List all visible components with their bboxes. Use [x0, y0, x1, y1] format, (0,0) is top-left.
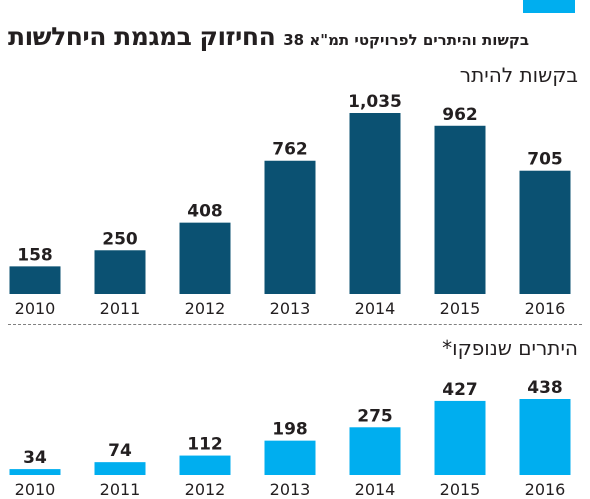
requests-value-label-2013: 762 [272, 140, 308, 160]
requests-tick-label-2016: 2016 [525, 299, 566, 318]
permits-value-label-2014: 275 [357, 406, 393, 426]
section-divider [8, 324, 582, 325]
accent-bar [523, 0, 575, 13]
header: החיזוק במגמת היחלשות בקשות והיתרים לפרוי… [8, 22, 582, 58]
requests-tick-label-2012: 2012 [185, 299, 226, 318]
requests-chart: 158 2010 250 2011 408 2012 762 2013 1,035 2014 962… [9, 92, 571, 318]
permits-value-label-2013: 198 [272, 420, 308, 440]
requests-bar-2014 [349, 113, 401, 294]
permits-bar-2013 [264, 440, 316, 475]
requests-value-label-2011: 250 [102, 229, 138, 249]
requests-bar-2011 [94, 250, 146, 294]
permits-tick-label-2014: 2014 [355, 480, 396, 499]
permits-value-label-2015: 427 [442, 380, 478, 400]
requests-bar-2010 [9, 266, 61, 294]
permits-tick-label-2013: 2013 [270, 480, 311, 499]
permits-tick-label-2016: 2016 [525, 480, 566, 499]
permits-tick-label-2012: 2012 [185, 480, 226, 499]
permits-tick-label-2011: 2011 [100, 480, 141, 499]
permits-value-label-2011: 74 [108, 441, 132, 461]
requests-value-label-2012: 408 [187, 202, 223, 222]
page-title: החיזוק במגמת היחלשות [8, 22, 276, 51]
page-subtitle: בקשות והיתרים לפרויקטי תמ"א 38 [283, 31, 530, 49]
requests-tick-label-2013: 2013 [270, 299, 311, 318]
requests-tick-label-2014: 2014 [355, 299, 396, 318]
permits-bar-2016 [519, 399, 571, 475]
requests-value-label-2010: 158 [17, 245, 53, 265]
requests-tick-label-2011: 2011 [100, 299, 141, 318]
permits-tick-label-2010: 2010 [15, 480, 56, 499]
requests-bar-2012 [179, 222, 231, 294]
permits-bar-2015 [434, 400, 486, 475]
requests-value-label-2014: 1,035 [348, 92, 402, 112]
requests-chart-title: בקשות להיתר [459, 63, 578, 87]
permits-value-label-2016: 438 [527, 378, 563, 398]
permits-bar-2012 [179, 455, 231, 475]
permits-chart-title: היתרים שנופקו* [442, 336, 578, 360]
requests-bar-2016 [519, 170, 571, 294]
requests-bar-2013 [264, 160, 316, 294]
permits-tick-label-2015: 2015 [440, 480, 481, 499]
requests-tick-label-2015: 2015 [440, 299, 481, 318]
requests-value-label-2016: 705 [527, 150, 563, 170]
permits-value-label-2010: 34 [23, 448, 47, 468]
permits-bar-2011 [94, 462, 146, 475]
permits-chart: 34 2010 74 2011 112 2012 198 2013 275 2014 427 2015… [9, 378, 571, 499]
requests-tick-label-2010: 2010 [15, 299, 56, 318]
permits-value-label-2012: 112 [187, 435, 223, 455]
requests-value-label-2015: 962 [442, 105, 478, 125]
permits-bar-2014 [349, 427, 401, 475]
permits-bar-2010 [9, 469, 61, 475]
requests-bar-2015 [434, 125, 486, 295]
